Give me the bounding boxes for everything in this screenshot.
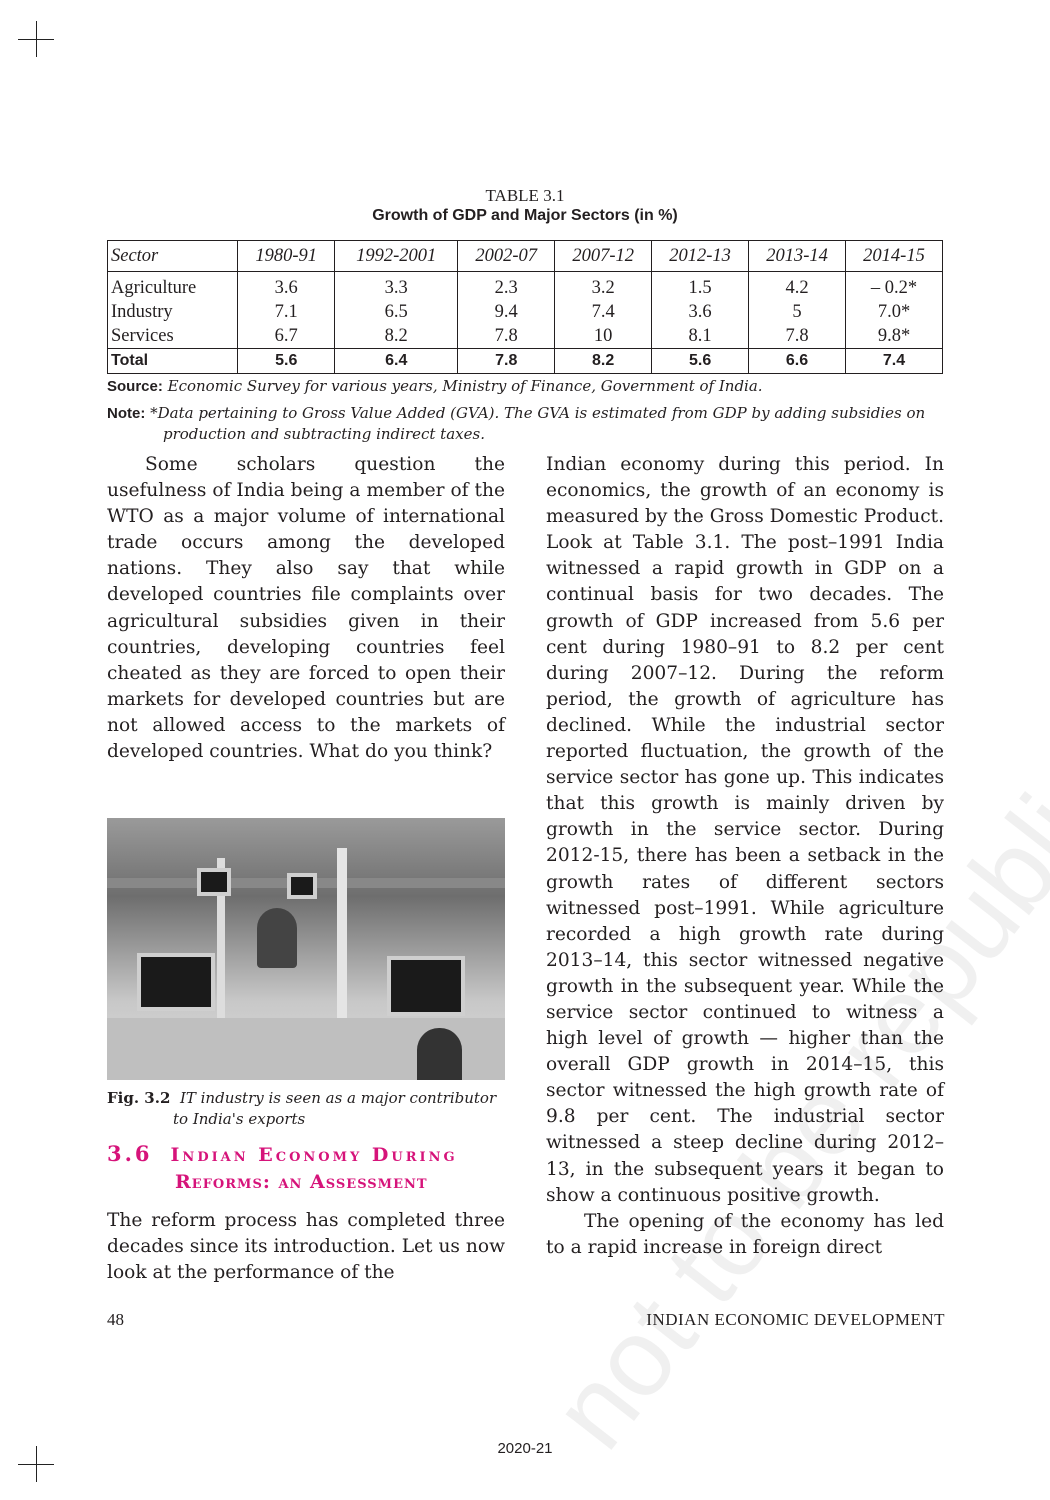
- header-cell: 2007-12: [554, 240, 653, 272]
- total-cell: 6.4: [334, 348, 459, 374]
- table-cell: 3.3: [334, 271, 459, 300]
- paragraph: Some scholars question the usefulness of…: [107, 454, 505, 763]
- paragraph: The opening of the economy has led to a …: [546, 1210, 944, 1258]
- table-cell: 3.2: [554, 271, 653, 300]
- table-cell: Agriculture: [106, 271, 239, 300]
- total-cell: 7.4: [845, 348, 943, 374]
- header-cell: Sector: [106, 240, 239, 272]
- total-cell: Total: [106, 348, 239, 374]
- table-cell: – 0.2*: [845, 271, 943, 300]
- table-total-row: Total 5.6 6.4 7.8 8.2 5.6 6.6 7.4: [106, 348, 943, 374]
- total-cell: 5.6: [237, 348, 336, 374]
- table-cell: 6.5: [334, 300, 459, 324]
- page-number: 48: [107, 1310, 124, 1329]
- caption-line-1: IT industry is seen as a major contribut…: [179, 1089, 497, 1107]
- header-cell: 2002-07: [457, 240, 556, 272]
- it-industry-photo: [107, 818, 505, 1080]
- crop-mark-top-v: [36, 21, 37, 57]
- header-cell: 1980-91: [237, 240, 336, 272]
- table-header-row: Sector 1980-91 1992-2001 2002-07 2007-12…: [106, 240, 943, 272]
- total-cell: 5.6: [651, 348, 750, 374]
- table-cell: 10: [554, 324, 653, 349]
- table-row: Agriculture 3.6 3.3 2.3 3.2 1.5 4.2– 0.2*: [106, 271, 943, 300]
- source-label: Source:: [107, 378, 163, 395]
- table-cell: Industry: [106, 300, 239, 324]
- table-cell: 7.1: [237, 300, 336, 324]
- table-number: TABLE 3.1: [485, 186, 565, 205]
- table-row: Services 6.7 8.2 7.8 10 8.1 7.8 9.8*: [106, 324, 943, 349]
- crop-mark-bottom-v: [36, 1446, 37, 1482]
- left-column-top: Some scholars question the usefulness of…: [107, 452, 505, 765]
- table-cell: 1.5: [651, 271, 750, 300]
- table-cell: 6.7: [237, 324, 336, 349]
- table-cell: 7.0*: [845, 300, 943, 324]
- total-cell: 8.2: [554, 348, 653, 374]
- header-cell: 1992-2001: [334, 240, 459, 272]
- right-column: Indian economy during this period. In ec…: [546, 452, 944, 1261]
- table-cell: 5: [748, 300, 846, 324]
- table-cell: 2.3: [457, 271, 556, 300]
- table-cell: 7.8: [457, 324, 556, 349]
- table-cell: 9.8*: [845, 324, 943, 349]
- total-cell: 7.8: [457, 348, 556, 374]
- source-text: Economic Survey for various years, Minis…: [167, 377, 763, 395]
- running-title: INDIAN ECONOMIC DEVELOPMENT: [646, 1310, 945, 1329]
- table-title: Growth of GDP and Major Sectors (in %): [372, 207, 678, 224]
- figure-label: Fig. 3.2: [107, 1089, 171, 1107]
- figure-caption: Fig. 3.2 IT industry is seen as a major …: [107, 1088, 507, 1130]
- table-cell: 9.4: [457, 300, 556, 324]
- table-cell: 7.8: [748, 324, 846, 349]
- table-cell: Services: [106, 324, 239, 349]
- header-cell: 2013-14: [748, 240, 846, 272]
- total-cell: 6.6: [748, 348, 846, 374]
- section-number: 3.6: [107, 1141, 153, 1166]
- table-note: Note: *Data pertaining to Gross Value Ad…: [107, 403, 947, 445]
- table-cell: 3.6: [651, 300, 750, 324]
- note-label: Note:: [107, 405, 146, 422]
- table-cell: 3.6: [237, 271, 336, 300]
- caption-line-2: to India's exports: [173, 1110, 306, 1128]
- table-row: Industry 7.1 6.5 9.4 7.4 3.6 5 7.0*: [106, 300, 943, 324]
- heading-line-2: Reforms: an Assessment: [175, 1171, 428, 1193]
- header-cell: 2012-13: [651, 240, 750, 272]
- paragraph: Indian economy during this period. In ec…: [546, 454, 944, 1206]
- header-cell: 2014-15: [845, 240, 943, 272]
- table-cell: 7.4: [554, 300, 653, 324]
- table-cell: 8.2: [334, 324, 459, 349]
- section-heading: 3.6 Indian Economy During Reforms: an Asse…: [107, 1140, 507, 1196]
- left-column-bottom: The reform process has completed three d…: [107, 1208, 505, 1286]
- table-source: Source: Economic Survey for various year…: [107, 376, 947, 397]
- heading-line-1: Indian Economy During: [170, 1144, 458, 1166]
- gdp-growth-table: Sector 1980-91 1992-2001 2002-07 2007-12…: [106, 240, 943, 374]
- edition-year: 2020-21: [497, 1440, 553, 1457]
- paragraph: The reform process has completed three d…: [107, 1210, 505, 1284]
- table-cell: 4.2: [748, 271, 846, 300]
- table-cell: 8.1: [651, 324, 750, 349]
- note-text: *Data pertaining to Gross Value Added (G…: [150, 404, 926, 443]
